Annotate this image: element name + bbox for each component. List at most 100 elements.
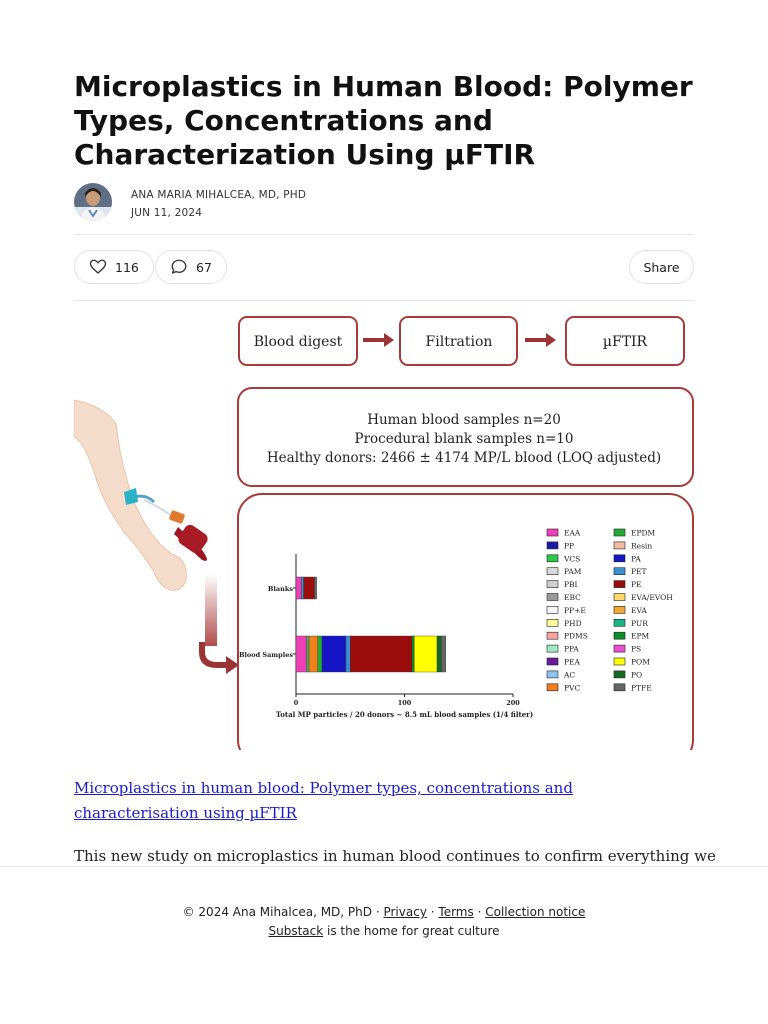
author-name[interactable]: ANA MARIA MIHALCEA, MD, PHD <box>131 189 307 201</box>
legend-swatch <box>546 644 559 653</box>
legend-label: PTFE <box>631 683 652 692</box>
legend-label: PPA <box>564 645 579 654</box>
legend-swatch <box>546 606 559 614</box>
study-link[interactable]: Microplastics in human blood: Polymer ty… <box>74 779 573 822</box>
share-button[interactable]: Share <box>629 250 694 284</box>
legend-swatch <box>613 618 626 627</box>
summary-box: Human blood samples n=20 Procedural blan… <box>237 387 694 487</box>
legend-label: Resin <box>631 541 652 550</box>
footer-separator: · <box>430 905 435 919</box>
x-axis-label: Total MP particles / 20 donors ~ 8.5 mL … <box>276 710 533 719</box>
pipeline-steps: Blood digest Filtration µFTIR <box>238 316 685 366</box>
legend-swatch <box>613 657 626 666</box>
bar-segment <box>308 635 318 673</box>
legend-swatch <box>613 554 626 563</box>
divider-bottom <box>74 300 694 301</box>
legend-swatch <box>546 657 559 666</box>
legend-swatch <box>546 554 559 563</box>
comment-icon <box>170 258 188 276</box>
legend-swatch <box>546 683 559 692</box>
bar-segment <box>350 635 413 673</box>
x-tick-label: 0 <box>294 699 299 707</box>
terms-link[interactable]: Terms <box>438 905 474 919</box>
legend-swatch <box>546 593 559 601</box>
legend-swatch <box>613 528 626 537</box>
legend-swatch <box>546 580 559 588</box>
bar-segment <box>295 635 308 673</box>
chart-area: Blanks Blood Samples 0 100 200 Total MP parti… <box>239 529 673 720</box>
arrow-icon <box>363 333 394 347</box>
bar-segment <box>414 635 438 673</box>
legend-swatch <box>546 567 559 576</box>
like-count: 116 <box>115 259 139 275</box>
legend-swatch <box>613 593 626 601</box>
legend-swatch <box>546 528 559 537</box>
post-date: JUN 11, 2024 <box>131 207 203 219</box>
legend-label: PEA <box>564 658 581 667</box>
summary-line-3: Healthy donors: 2466 ± 4174 MP/L blood (… <box>267 450 661 466</box>
legend-swatch <box>613 606 626 614</box>
share-label: Share <box>643 259 680 275</box>
bar-segment <box>411 635 415 673</box>
footer: © 2024 Ana Mihalcea, MD, PhD · Privacy ·… <box>0 903 768 941</box>
legend-swatch <box>546 618 559 627</box>
comment-button[interactable]: 67 <box>155 250 227 284</box>
legend-label: EVA <box>631 606 647 615</box>
legend-label: EAA <box>564 529 581 538</box>
byline: ANA MARIA MIHALCEA, MD, PHD JUN 11, 2024 <box>131 186 306 222</box>
bar-segment <box>303 576 315 600</box>
heart-icon <box>89 258 107 276</box>
category-label: Blood Samples <box>239 651 293 659</box>
privacy-link[interactable]: Privacy <box>383 905 427 919</box>
legend-swatch <box>613 631 626 640</box>
legend-swatch <box>613 644 626 653</box>
like-button[interactable]: 116 <box>74 250 154 284</box>
step-uftir: µFTIR <box>603 334 648 350</box>
legend-swatch <box>613 670 626 679</box>
legend-label: PUR <box>631 619 648 628</box>
footer-separator: · <box>477 905 482 919</box>
summary-line-1: Human blood samples n=20 <box>367 412 561 428</box>
legend-label: POM <box>631 658 650 667</box>
post-title: Microplastics in Human Blood: Polymer Ty… <box>74 70 693 171</box>
legend-label: AC <box>563 670 575 679</box>
bar-segment <box>314 576 317 600</box>
bar-segment <box>436 635 442 673</box>
author-avatar[interactable] <box>74 183 112 221</box>
legend-label: PET <box>631 567 647 576</box>
legend-label: PE <box>631 580 642 589</box>
legend-label: EPDM <box>631 529 656 538</box>
tagline-text: is the home for great culture <box>327 924 500 938</box>
legend-label: PVC <box>564 683 580 692</box>
summary-line-2: Procedural blank samples n=10 <box>355 431 574 447</box>
study-figure[interactable]: Blood digest Filtration µFTIR Human bloo… <box>74 302 694 750</box>
legend-label: PBI <box>564 580 578 589</box>
category-label: Blanks <box>268 585 293 593</box>
paywall-divider <box>0 866 768 867</box>
legend-label: PP <box>564 541 574 550</box>
article-intro: This new study on microplastics in human… <box>74 847 716 865</box>
legend-swatch <box>613 567 626 576</box>
chart-box <box>237 493 694 750</box>
step-box-uftir <box>565 316 685 366</box>
collection-notice-link[interactable]: Collection notice <box>485 905 586 919</box>
bar-segment <box>317 635 323 673</box>
legend-label: EPM <box>631 632 650 641</box>
legend-label: EVA/EVOH <box>631 593 673 602</box>
divider-top <box>74 234 694 235</box>
legend-label: PAM <box>564 567 582 576</box>
legend-swatch <box>613 541 626 550</box>
legend-label: PA <box>631 554 641 563</box>
bar-segment <box>321 635 347 673</box>
legend-swatch <box>546 541 559 550</box>
bar-segment <box>345 635 351 673</box>
legend-swatch <box>546 670 559 679</box>
step-box-blood-digest <box>238 316 358 366</box>
arrow-icon <box>525 333 556 347</box>
legend-label: PHD <box>564 619 582 628</box>
step-blood-digest: Blood digest <box>254 334 343 350</box>
copyright-text: © 2024 Ana Mihalcea, MD, PhD · <box>182 905 380 919</box>
substack-link[interactable]: Substack <box>268 924 324 938</box>
legend-label: PO <box>631 670 642 679</box>
comment-count: 67 <box>196 259 212 275</box>
